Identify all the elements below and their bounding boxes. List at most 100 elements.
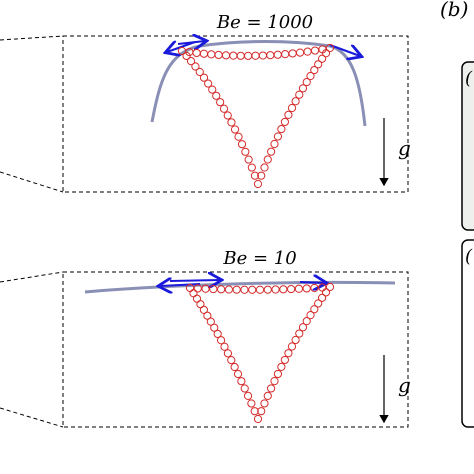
particle bbox=[195, 67, 204, 77]
particle bbox=[240, 384, 249, 393]
particle bbox=[295, 90, 304, 99]
particle bbox=[306, 71, 315, 81]
zoom-line bbox=[0, 35, 64, 41]
particle bbox=[223, 111, 232, 120]
arrow bbox=[177, 41, 205, 44]
zoom-line bbox=[0, 271, 64, 283]
inset-label: ( bbox=[465, 68, 473, 89]
particle bbox=[201, 284, 210, 293]
particle bbox=[210, 323, 219, 332]
particle bbox=[287, 284, 296, 294]
particle bbox=[230, 125, 240, 134]
particle bbox=[224, 285, 233, 294]
particle bbox=[237, 140, 247, 149]
panel-top: Be = 1000 g bbox=[0, 12, 411, 193]
particle bbox=[191, 62, 200, 71]
particle bbox=[244, 155, 253, 164]
particle bbox=[209, 284, 218, 294]
particle bbox=[244, 51, 253, 60]
particle bbox=[273, 50, 282, 59]
gravity-label: g bbox=[398, 136, 411, 160]
particle bbox=[310, 46, 320, 55]
particle bbox=[288, 49, 297, 58]
particle bbox=[284, 349, 293, 358]
panel-title: Be = 10 bbox=[222, 248, 296, 269]
particle bbox=[223, 349, 232, 358]
particle bbox=[267, 147, 276, 156]
particle bbox=[310, 305, 319, 314]
particle bbox=[236, 51, 245, 60]
particle bbox=[199, 73, 209, 82]
particle bbox=[237, 377, 246, 386]
particle bbox=[258, 51, 268, 60]
particle bbox=[240, 285, 249, 294]
particle bbox=[192, 294, 202, 303]
particle bbox=[257, 171, 266, 180]
particle bbox=[186, 57, 196, 66]
particle bbox=[270, 139, 279, 149]
interface bbox=[84, 280, 396, 294]
particle bbox=[227, 118, 236, 127]
particle bbox=[221, 51, 231, 60]
panel-b-label: (b) bbox=[440, 0, 468, 21]
particle bbox=[241, 147, 250, 156]
particle bbox=[310, 65, 319, 75]
particle bbox=[229, 51, 238, 60]
particle bbox=[250, 171, 260, 180]
arrow bbox=[169, 280, 220, 281]
particle bbox=[212, 91, 221, 100]
particle bbox=[192, 48, 201, 58]
interface bbox=[150, 40, 367, 127]
particle bbox=[255, 285, 265, 294]
particle bbox=[314, 299, 323, 308]
zoom-line bbox=[0, 407, 64, 428]
particle bbox=[233, 369, 243, 379]
particle bbox=[263, 285, 272, 294]
particle bbox=[277, 362, 286, 371]
particle bbox=[219, 104, 229, 113]
particle bbox=[295, 48, 305, 57]
particle bbox=[217, 285, 226, 294]
particle bbox=[208, 85, 217, 94]
particle bbox=[302, 317, 311, 326]
particle bbox=[317, 293, 327, 302]
arrow bbox=[329, 44, 360, 56]
panel-bottom: Be = 10 g bbox=[0, 248, 411, 428]
particle bbox=[318, 283, 327, 292]
particle bbox=[303, 47, 312, 56]
particle bbox=[281, 50, 290, 59]
particle bbox=[247, 163, 256, 172]
particle bbox=[298, 323, 308, 332]
particle bbox=[182, 51, 191, 61]
zoom-line bbox=[0, 171, 64, 193]
particle bbox=[216, 98, 225, 107]
frame bbox=[62, 35, 409, 193]
particle-triangle bbox=[177, 43, 335, 189]
particle bbox=[234, 132, 243, 141]
particle bbox=[273, 369, 283, 379]
particle bbox=[220, 342, 229, 351]
particle bbox=[280, 117, 289, 127]
particle bbox=[193, 284, 202, 293]
particle bbox=[321, 288, 331, 297]
particle bbox=[260, 399, 269, 408]
inset-frame bbox=[461, 239, 474, 428]
particle bbox=[263, 391, 272, 400]
particle bbox=[280, 355, 289, 365]
particle bbox=[295, 329, 304, 338]
particle bbox=[227, 356, 236, 365]
particle bbox=[204, 79, 213, 88]
particle bbox=[270, 377, 279, 386]
particle bbox=[251, 51, 260, 60]
particle bbox=[302, 284, 311, 293]
particle bbox=[207, 50, 216, 59]
particle bbox=[279, 285, 288, 294]
particle bbox=[203, 311, 212, 320]
particle bbox=[302, 77, 311, 87]
particle bbox=[232, 285, 241, 294]
particle-triangle bbox=[185, 282, 335, 424]
particle bbox=[298, 84, 308, 93]
inset-frame bbox=[461, 61, 474, 231]
particle bbox=[214, 50, 223, 60]
